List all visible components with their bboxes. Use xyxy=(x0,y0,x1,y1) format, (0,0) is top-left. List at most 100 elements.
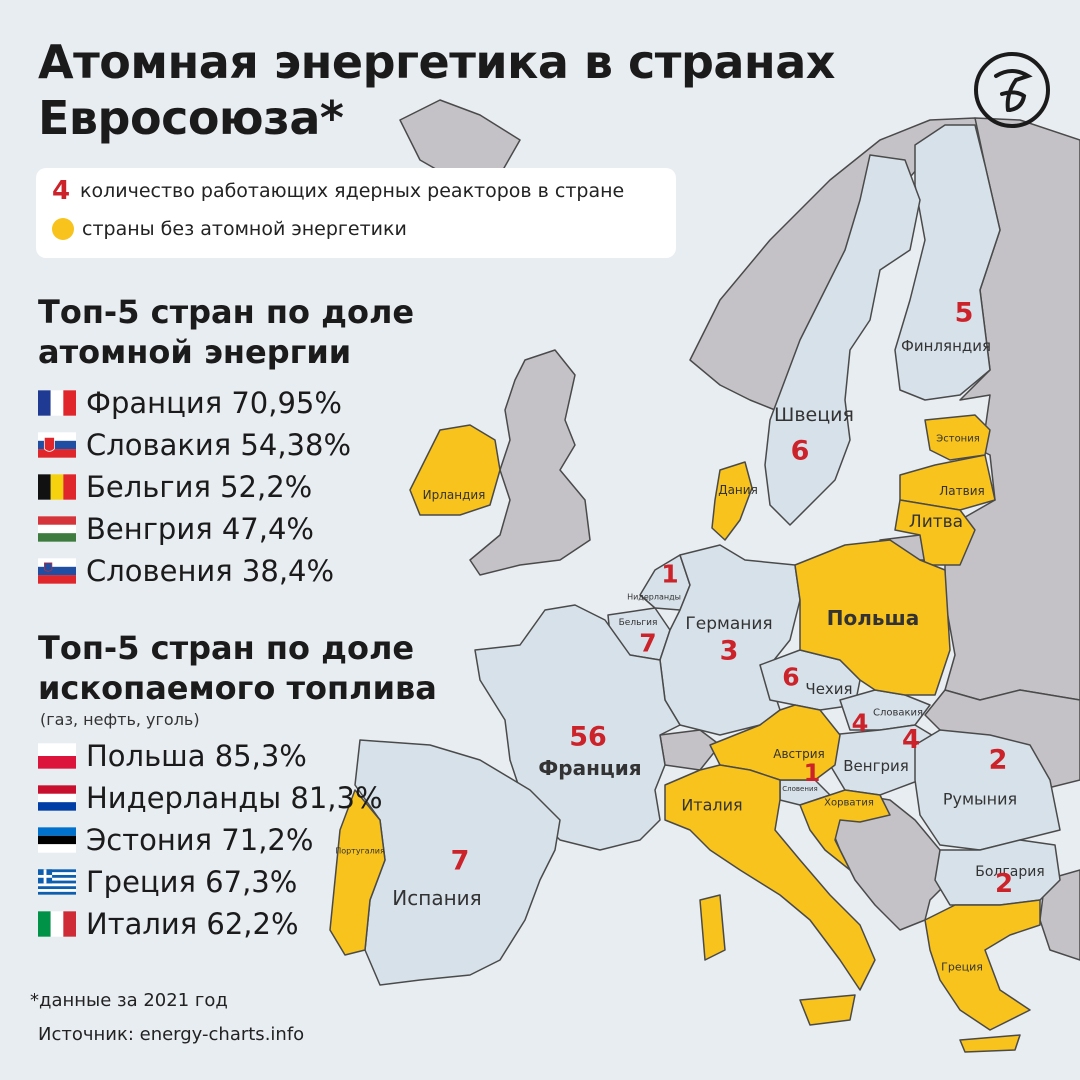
romania-shape xyxy=(914,729,1061,851)
publisher-logo-icon xyxy=(974,52,1050,128)
nuclear-rank-1-text: Франция 70,95% xyxy=(86,386,342,420)
legend-no-nuclear-text: страны без атомной энергетики xyxy=(82,218,407,240)
label-latvia: Латвия xyxy=(939,484,985,498)
fossil-rank-3: Эстония 71,2% xyxy=(38,822,313,858)
nuclear-rank-4: Венгрия 47,4% xyxy=(38,511,314,547)
nuclear-rank-2-text: Словакия 54,38% xyxy=(86,428,351,462)
fossil-rank-4-text: Греция 67,3% xyxy=(86,865,298,899)
svalbard-island xyxy=(399,99,521,181)
label-austria: Австрия xyxy=(773,747,825,761)
reactors-netherlands: 1 xyxy=(661,559,679,589)
title-line-2: Евросоюза* xyxy=(38,91,344,145)
nuclear-rank-1: Франция 70,95% xyxy=(38,385,342,421)
label-portugal: Португалия xyxy=(335,846,385,856)
nuclear-rank-3: Бельгия 52,2% xyxy=(38,469,312,505)
label-germany: Германия xyxy=(685,614,773,634)
top-fossil-subtitle: (газ, нефть, уголь) xyxy=(40,710,200,729)
page-title: Атомная энергетика в странах Евросоюза* xyxy=(38,34,835,146)
top-nuclear-title-line-1: Топ-5 стран по доле xyxy=(38,293,415,331)
legend-row-no-nuclear: страны без атомной энергетики xyxy=(52,218,407,240)
top-fossil-title-line-2: ископаемого топлива xyxy=(38,669,437,707)
fossil-rank-5: Италия 62,2% xyxy=(38,906,299,942)
nuclear-rank-4-text: Венгрия 47,4% xyxy=(86,512,314,546)
label-czechia: Чехия xyxy=(805,680,853,698)
legend: 4 количество работающих ядерных реакторо… xyxy=(36,168,676,258)
nuclear-rank-5-text: Словения 38,4% xyxy=(86,554,335,588)
reactors-slovakia: 4 xyxy=(851,709,869,737)
sweden-shape xyxy=(764,154,921,526)
label-ireland: Ирландия xyxy=(422,488,486,502)
label-romania: Румыния xyxy=(942,789,1018,809)
ireland-shape xyxy=(409,424,501,516)
turkey-region xyxy=(1039,869,1080,961)
label-sweden: Швеция xyxy=(774,404,854,426)
finland-shape xyxy=(894,124,1001,401)
label-greece: Греция xyxy=(941,960,983,974)
label-slovenia: Словения xyxy=(782,785,818,793)
title-line-1: Атомная энергетика в странах xyxy=(38,35,835,89)
fossil-rank-4: Греция 67,3% xyxy=(38,864,297,900)
legend-reactors-number: 4 xyxy=(52,176,71,206)
reactors-romania: 2 xyxy=(988,744,1008,776)
label-italy: Италия xyxy=(681,795,743,815)
lithuania-shape xyxy=(894,499,976,566)
italy-flag-icon xyxy=(38,911,76,937)
reactors-finland: 5 xyxy=(954,297,974,329)
label-netherlands: Нидерланды xyxy=(627,592,681,602)
label-bulgaria: Болгария xyxy=(975,864,1045,880)
footnote: *данные за 2021 год xyxy=(30,990,228,1011)
crete xyxy=(959,1034,1021,1053)
netherlands-flag-icon xyxy=(38,785,76,811)
croatia-shape xyxy=(799,789,891,871)
italy-shape xyxy=(664,764,876,991)
nuclear-rank-2: Словакия 54,38% xyxy=(38,427,351,463)
slovakia-flag-icon xyxy=(38,432,76,458)
greece-shape xyxy=(924,899,1041,1031)
label-finland: Финляндия xyxy=(900,337,992,355)
label-slovakia: Словакия xyxy=(872,707,924,719)
fossil-rank-1-text: Польша 85,3% xyxy=(86,739,307,773)
denmark-shape xyxy=(711,461,753,541)
reactors-czechia: 6 xyxy=(782,662,800,692)
belgium-flag-icon xyxy=(38,474,76,500)
reactors-sweden: 6 xyxy=(790,435,810,467)
bulgaria-shape xyxy=(934,839,1061,906)
source-note: Источник: energy-charts.info xyxy=(38,1024,305,1045)
greece-flag-icon xyxy=(38,869,76,895)
fossil-rank-1: Польша 85,3% xyxy=(38,738,307,774)
top-nuclear-title: Топ-5 стран по доле атомной энергии xyxy=(38,292,414,372)
fossil-rank-3-text: Эстония 71,2% xyxy=(86,823,314,857)
label-poland: Польша xyxy=(826,606,920,630)
estonia-flag-icon xyxy=(38,827,76,853)
label-spain: Испания xyxy=(392,886,482,910)
yellow-dot-icon xyxy=(52,218,74,240)
reactors-bulgaria: 2 xyxy=(994,869,1014,899)
label-croatia: Хорватия xyxy=(824,797,874,809)
label-france: Франция xyxy=(538,756,642,780)
portugal-shape xyxy=(329,789,386,956)
top-fossil-title-line-1: Топ-5 стран по доле xyxy=(38,629,415,667)
nuclear-rank-5: Словения 38,4% xyxy=(38,553,334,589)
top-fossil-title: Топ-5 стран по доле ископаемого топлива xyxy=(38,628,437,708)
sicily xyxy=(799,994,856,1026)
reactors-hungary: 4 xyxy=(901,725,921,755)
legend-row-reactors: 4 количество работающих ядерных реакторо… xyxy=(52,176,624,206)
hungary-flag-icon xyxy=(38,516,76,542)
reactors-belgium: 7 xyxy=(639,628,657,658)
legend-reactors-text: количество работающих ядерных реакторов … xyxy=(80,180,625,202)
fossil-rank-5-text: Италия 62,2% xyxy=(86,907,299,941)
slovenia-flag-icon xyxy=(38,558,76,584)
top-nuclear-title-line-2: атомной энергии xyxy=(38,333,352,371)
reactors-france: 56 xyxy=(569,721,607,753)
reactors-slovenia: 1 xyxy=(803,759,821,787)
fossil-rank-2-text: Нидерланды 81,3% xyxy=(86,781,383,815)
great-britain xyxy=(469,349,591,576)
france-flag-icon xyxy=(38,390,76,416)
nuclear-rank-3-text: Бельгия 52,2% xyxy=(86,470,313,504)
fossil-rank-2: Нидерланды 81,3% xyxy=(38,780,383,816)
reactors-spain: 7 xyxy=(450,845,470,877)
label-belgium: Бельгия xyxy=(618,618,658,628)
label-denmark: Дания xyxy=(718,483,758,497)
label-hungary: Венгрия xyxy=(843,757,909,775)
